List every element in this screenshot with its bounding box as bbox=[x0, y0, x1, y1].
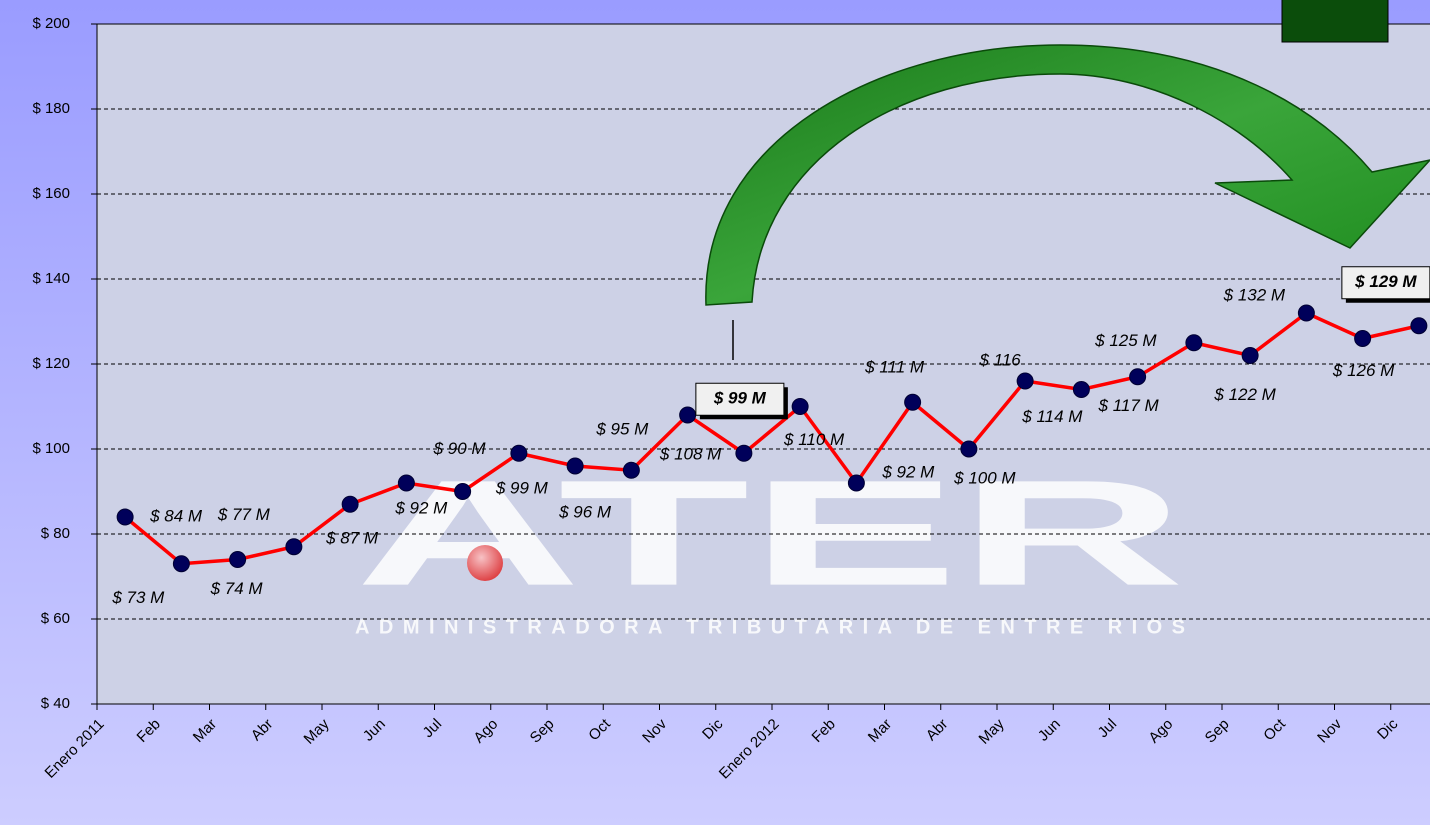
y-tick-label: $ 80 bbox=[41, 525, 70, 542]
data-label: $ 110 M bbox=[783, 430, 845, 449]
y-tick-label: $ 180 bbox=[32, 100, 70, 117]
y-tick-label: $ 140 bbox=[32, 270, 70, 287]
watermark-ball bbox=[467, 545, 503, 581]
data-label: $ 99 M bbox=[495, 479, 549, 498]
data-label: $ 95 M bbox=[595, 420, 649, 439]
y-tick-label: $ 40 bbox=[41, 695, 70, 712]
data-label: $ 116 bbox=[978, 350, 1021, 369]
data-label: $ 111 M bbox=[864, 358, 925, 377]
data-point bbox=[847, 474, 865, 492]
data-label: $ 87 M bbox=[325, 529, 379, 548]
data-label: $ 126 M bbox=[1332, 361, 1395, 380]
data-point bbox=[341, 495, 359, 513]
series: $ 84 M $ 73 M $ 74 M $ 77 M $ 87 M $ 92 M $ 90… bbox=[111, 266, 1430, 607]
data-point bbox=[285, 538, 303, 556]
data-label: $ 90 M bbox=[433, 439, 487, 458]
arrow bbox=[705, 44, 1430, 306]
data-label: $ 122 M bbox=[1213, 385, 1276, 404]
data-label: $ 132 M bbox=[1223, 285, 1286, 304]
watermark-subtitle: ADMINISTRADORA TRIBUTARIA DE ENTRE RIOS bbox=[355, 616, 1185, 638]
data-point bbox=[1185, 334, 1203, 352]
data-label: $ 125 M bbox=[1094, 331, 1157, 350]
data-point bbox=[622, 461, 640, 479]
label-box bbox=[695, 382, 785, 416]
data-label: $ 100 M bbox=[953, 468, 1016, 487]
data-point bbox=[397, 474, 415, 492]
data-label: $ 99 M bbox=[713, 389, 767, 408]
data-point bbox=[1410, 317, 1428, 335]
data-point bbox=[735, 444, 753, 462]
data-point bbox=[566, 457, 584, 475]
data-point bbox=[116, 508, 134, 526]
data-label: $ 129 M bbox=[1354, 272, 1417, 291]
y-tick-label: $ 160 bbox=[32, 185, 70, 202]
data-line bbox=[124, 310, 1420, 566]
data-label: $ 114 M bbox=[1021, 407, 1083, 426]
data-point bbox=[1129, 368, 1147, 386]
data-point bbox=[229, 551, 247, 568]
data-label: $ 74 M bbox=[210, 579, 264, 598]
y-tick-label: $ 60 bbox=[41, 610, 70, 627]
data-label: $ 92 M bbox=[394, 498, 448, 517]
data-label: $ 84 M bbox=[149, 506, 203, 525]
y-tick-label: $ 200 bbox=[32, 15, 70, 32]
data-point bbox=[510, 444, 528, 462]
y-tick-label: $ 100 bbox=[32, 440, 70, 457]
data-point bbox=[172, 555, 190, 573]
watermark: ATER ADMINISTRADORA TRIBUTARIA DE ENTRE … bbox=[355, 449, 1185, 639]
watermark-title: ATER bbox=[355, 449, 1185, 617]
data-label: $ 117 M bbox=[1098, 396, 1160, 415]
data-label: $ 108 M bbox=[659, 444, 722, 463]
data-label: $ 77 M bbox=[217, 505, 271, 524]
data-point bbox=[960, 440, 978, 458]
data-label: $ 73 M bbox=[111, 588, 165, 607]
data-point bbox=[1354, 330, 1372, 347]
data-point bbox=[1241, 347, 1259, 364]
data-point bbox=[791, 398, 809, 415]
data-point bbox=[904, 393, 922, 411]
corner-box bbox=[1281, 0, 1389, 43]
data-label: $ 96 M bbox=[558, 502, 612, 521]
data-point bbox=[454, 483, 472, 500]
data-point bbox=[1016, 372, 1034, 390]
data-point bbox=[679, 406, 697, 424]
data-point bbox=[1072, 381, 1090, 398]
y-tick-label: $ 120 bbox=[32, 355, 70, 372]
data-label: $ 92 M bbox=[881, 462, 935, 481]
data-point bbox=[1297, 304, 1315, 322]
